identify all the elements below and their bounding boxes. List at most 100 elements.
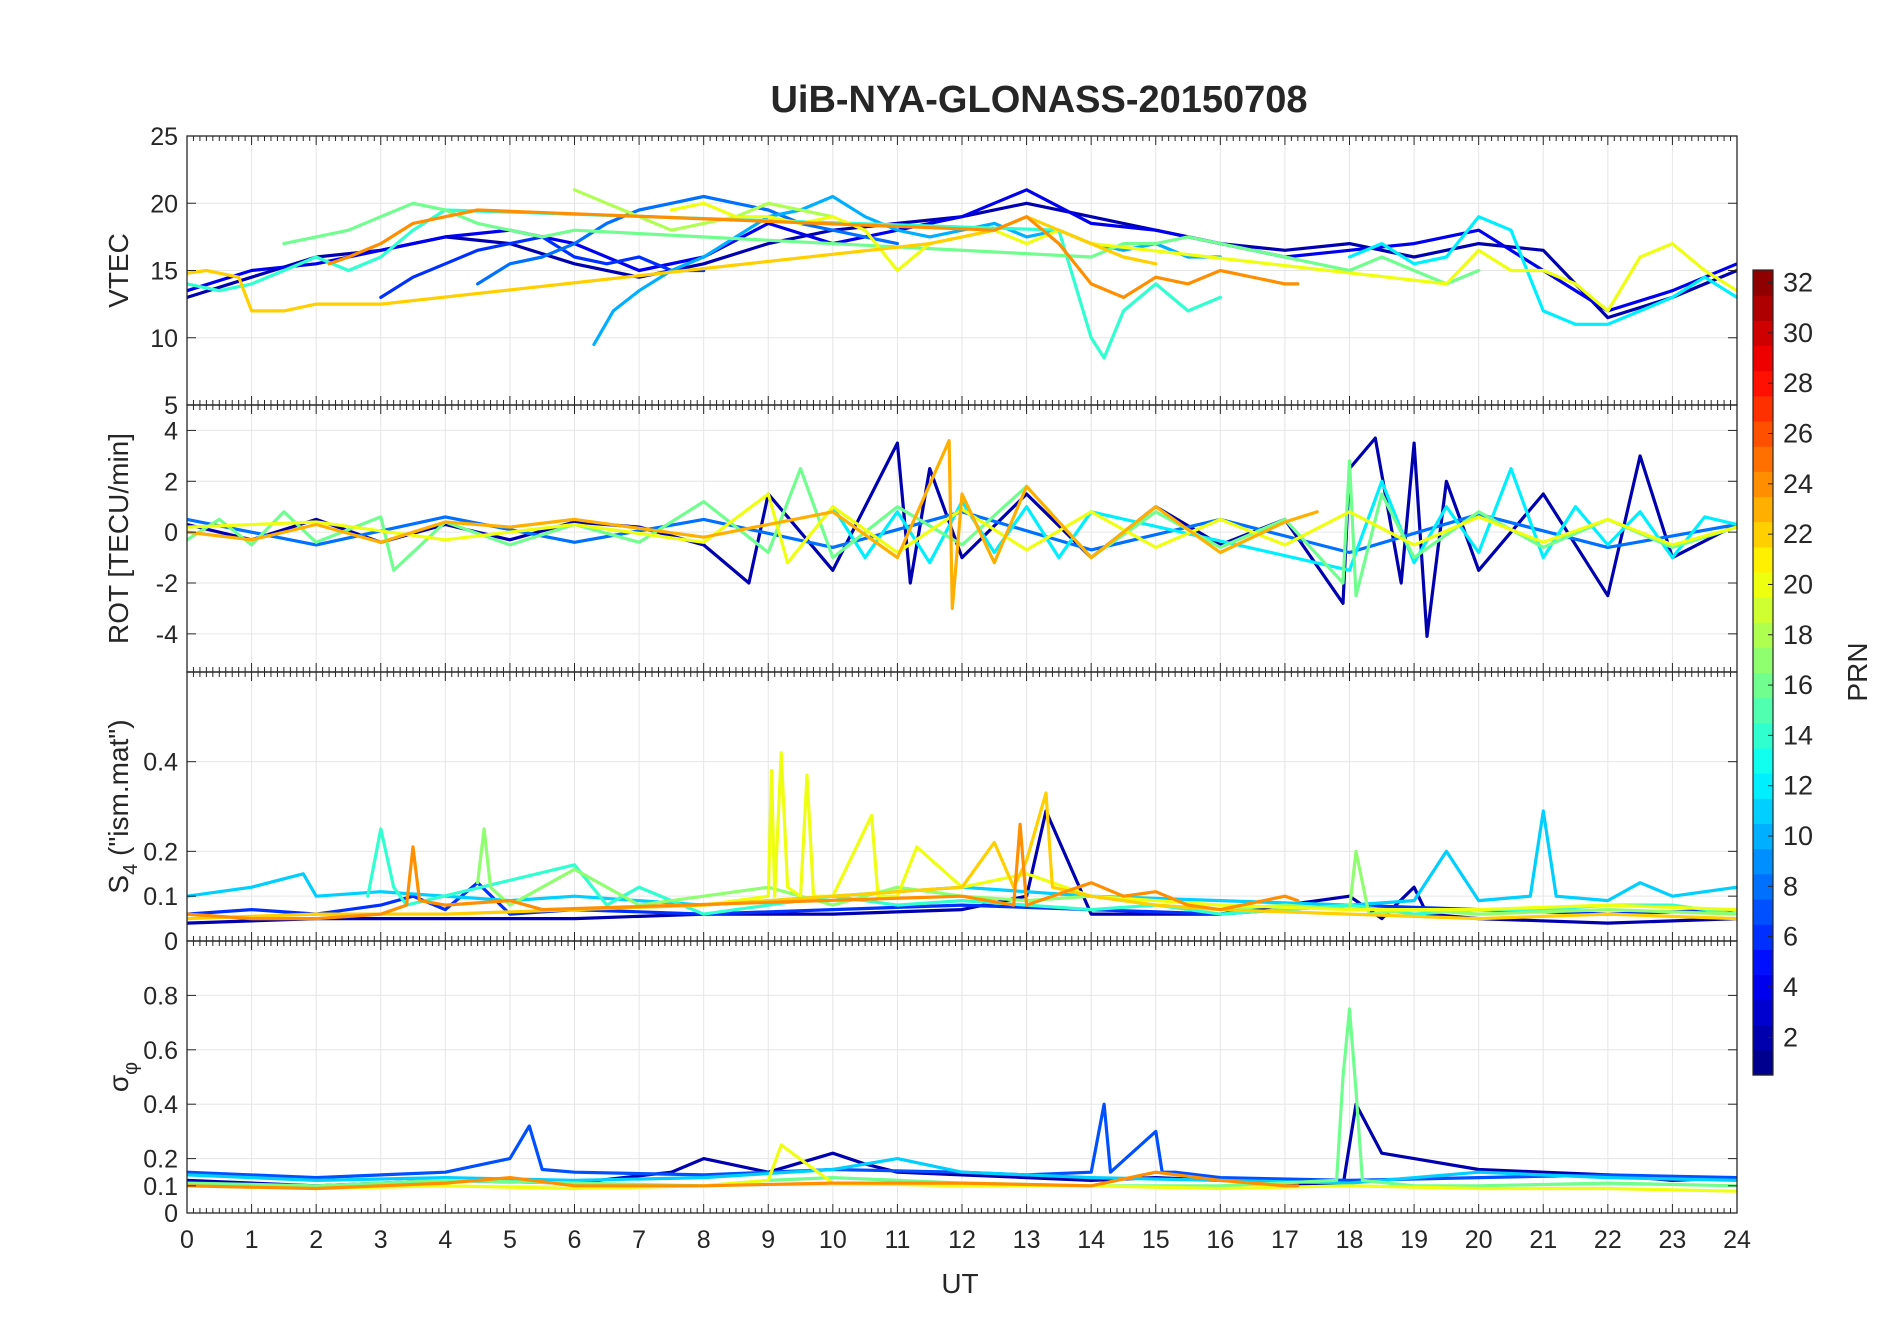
colorbar-segment	[1753, 270, 1773, 296]
series-line-prn-18	[572, 188, 835, 232]
series-line-prn-2	[187, 436, 1737, 638]
x-axis-label: UT	[941, 1268, 978, 1299]
series-line-prn-8	[476, 194, 899, 286]
y-tick-label: 0	[164, 928, 178, 956]
y-tick-label: 4	[164, 417, 178, 445]
series-line-prn-12	[831, 467, 1737, 572]
series-group	[187, 188, 1737, 360]
colorbar-segment	[1753, 370, 1773, 397]
y-tick-label: 20	[150, 190, 178, 218]
series-line-prn-4	[187, 188, 1737, 313]
y-axis-label: ROT [TECU/min]	[103, 433, 134, 644]
colorbar-segment	[1753, 722, 1773, 749]
y-tick-label: 10	[150, 325, 178, 353]
y-tick-label: 0.2	[143, 1146, 178, 1174]
colorbar-tick-label: 30	[1783, 318, 1813, 348]
x-tick-label: 23	[1659, 1226, 1687, 1254]
y-tick-label: 0	[164, 1200, 178, 1228]
series-line-prn-16	[187, 459, 1737, 598]
y-tick-label: 25	[150, 123, 178, 151]
colorbar-label: PRN	[1842, 642, 1873, 701]
colorbar-tick-label: 12	[1783, 771, 1813, 801]
panel-vtec: 5 10 15 20 25 VTEC	[103, 123, 1738, 420]
colorbar-segment	[1753, 873, 1773, 900]
x-tick-label: 17	[1271, 1226, 1299, 1254]
y-axis-label: S4 ("ism.mat")	[103, 719, 142, 893]
y-tick-label: 15	[150, 258, 178, 286]
x-tick-label: 1	[245, 1226, 259, 1254]
colorbar-segment	[1753, 471, 1773, 498]
x-tick-label: 22	[1594, 1226, 1622, 1254]
colorbar-tick-label: 18	[1783, 620, 1813, 650]
y-tick-label: -4	[156, 621, 178, 649]
x-tick-labels: 0 1 2 3 4 5 6 7 8 9 10 11 12 13 14 15 16 17 18 19 20 21 22 23 24	[180, 1226, 1751, 1254]
series-line-prn-11	[187, 1157, 1737, 1185]
colorbar-segment	[1753, 496, 1773, 523]
chart-title: UiB-NYA-GLONASS-20150708	[770, 79, 1307, 121]
series-line-prn-24	[327, 208, 1300, 299]
x-tick-label: 13	[1013, 1226, 1041, 1254]
series-line-prn-24	[187, 822, 1300, 921]
x-tick-label: 4	[438, 1226, 452, 1254]
colorbar-segment	[1753, 647, 1773, 674]
y-tick-label: -2	[156, 570, 178, 598]
x-tick-label: 14	[1077, 1226, 1105, 1254]
colorbar-segment	[1753, 571, 1773, 598]
colorbar-segment	[1753, 924, 1773, 950]
y-axis-label-main: σ	[103, 1075, 134, 1092]
y-axis-label-sub: φ	[120, 1062, 142, 1075]
x-tick-label: 10	[819, 1226, 847, 1254]
series-line-prn-12	[1347, 215, 1737, 326]
x-tick-label: 0	[180, 1226, 194, 1254]
colorbar-segment	[1753, 974, 1773, 1001]
x-tick-label: 11	[884, 1226, 910, 1254]
colorbar-segment	[1753, 848, 1773, 875]
colorbar-segment	[1753, 622, 1773, 648]
y-axis-label-sub: 4	[120, 864, 142, 875]
x-tick-label: 16	[1206, 1226, 1234, 1254]
x-tick-label: 6	[568, 1226, 582, 1254]
y-tick-label: 0.8	[143, 982, 178, 1010]
y-tick-label: 0.1	[143, 1173, 178, 1201]
colorbar-segment	[1753, 898, 1773, 925]
colorbar-segment	[1753, 747, 1773, 774]
x-tick-label: 3	[374, 1226, 388, 1254]
x-tick-label: 8	[697, 1226, 711, 1254]
x-tick-label: 15	[1142, 1226, 1170, 1254]
y-tick-label: 0.4	[143, 1091, 178, 1119]
colorbar-segment	[1753, 999, 1773, 1026]
series-line-prn-22	[187, 215, 1158, 313]
colorbar-tick-label: 4	[1783, 972, 1798, 1002]
colorbar-tick-label: 24	[1783, 469, 1813, 499]
colorbar-segment	[1753, 546, 1773, 573]
colorbar-tick-label: 20	[1783, 569, 1813, 599]
colorbar-segment	[1753, 597, 1773, 623]
x-tick-label: 12	[948, 1226, 976, 1254]
x-tick-label: 21	[1529, 1226, 1557, 1254]
x-tick-label: 7	[632, 1226, 646, 1254]
x-tick-label: 2	[309, 1226, 323, 1254]
y-tick-label: 0.4	[143, 749, 178, 777]
colorbar-tick-label: 8	[1783, 871, 1798, 901]
colorbar-segment	[1753, 773, 1773, 799]
x-tick-label: 18	[1336, 1226, 1364, 1254]
y-axis-label-main: S	[103, 875, 134, 894]
colorbar-segment	[1753, 320, 1773, 347]
panel-rot: -4 -2 0 2 4 ROT [TECU/min]	[103, 404, 1738, 673]
colorbar-segment	[1753, 1049, 1773, 1076]
series-group	[187, 751, 1737, 925]
y-tick-label: 0.2	[143, 838, 178, 866]
colorbar-tick-label: 2	[1783, 1022, 1798, 1052]
series-line-prn-24	[187, 1170, 1300, 1191]
colorbar-segment	[1753, 345, 1773, 372]
y-axis-label-rest: ("ism.mat")	[103, 719, 134, 863]
x-tick-label: 24	[1723, 1226, 1751, 1254]
y-axis-label: σφ	[103, 1062, 142, 1092]
y-tick-label: 0.1	[143, 883, 178, 911]
colorbar-tick-label: 22	[1783, 519, 1813, 549]
y-tick-label: 0	[164, 519, 178, 547]
